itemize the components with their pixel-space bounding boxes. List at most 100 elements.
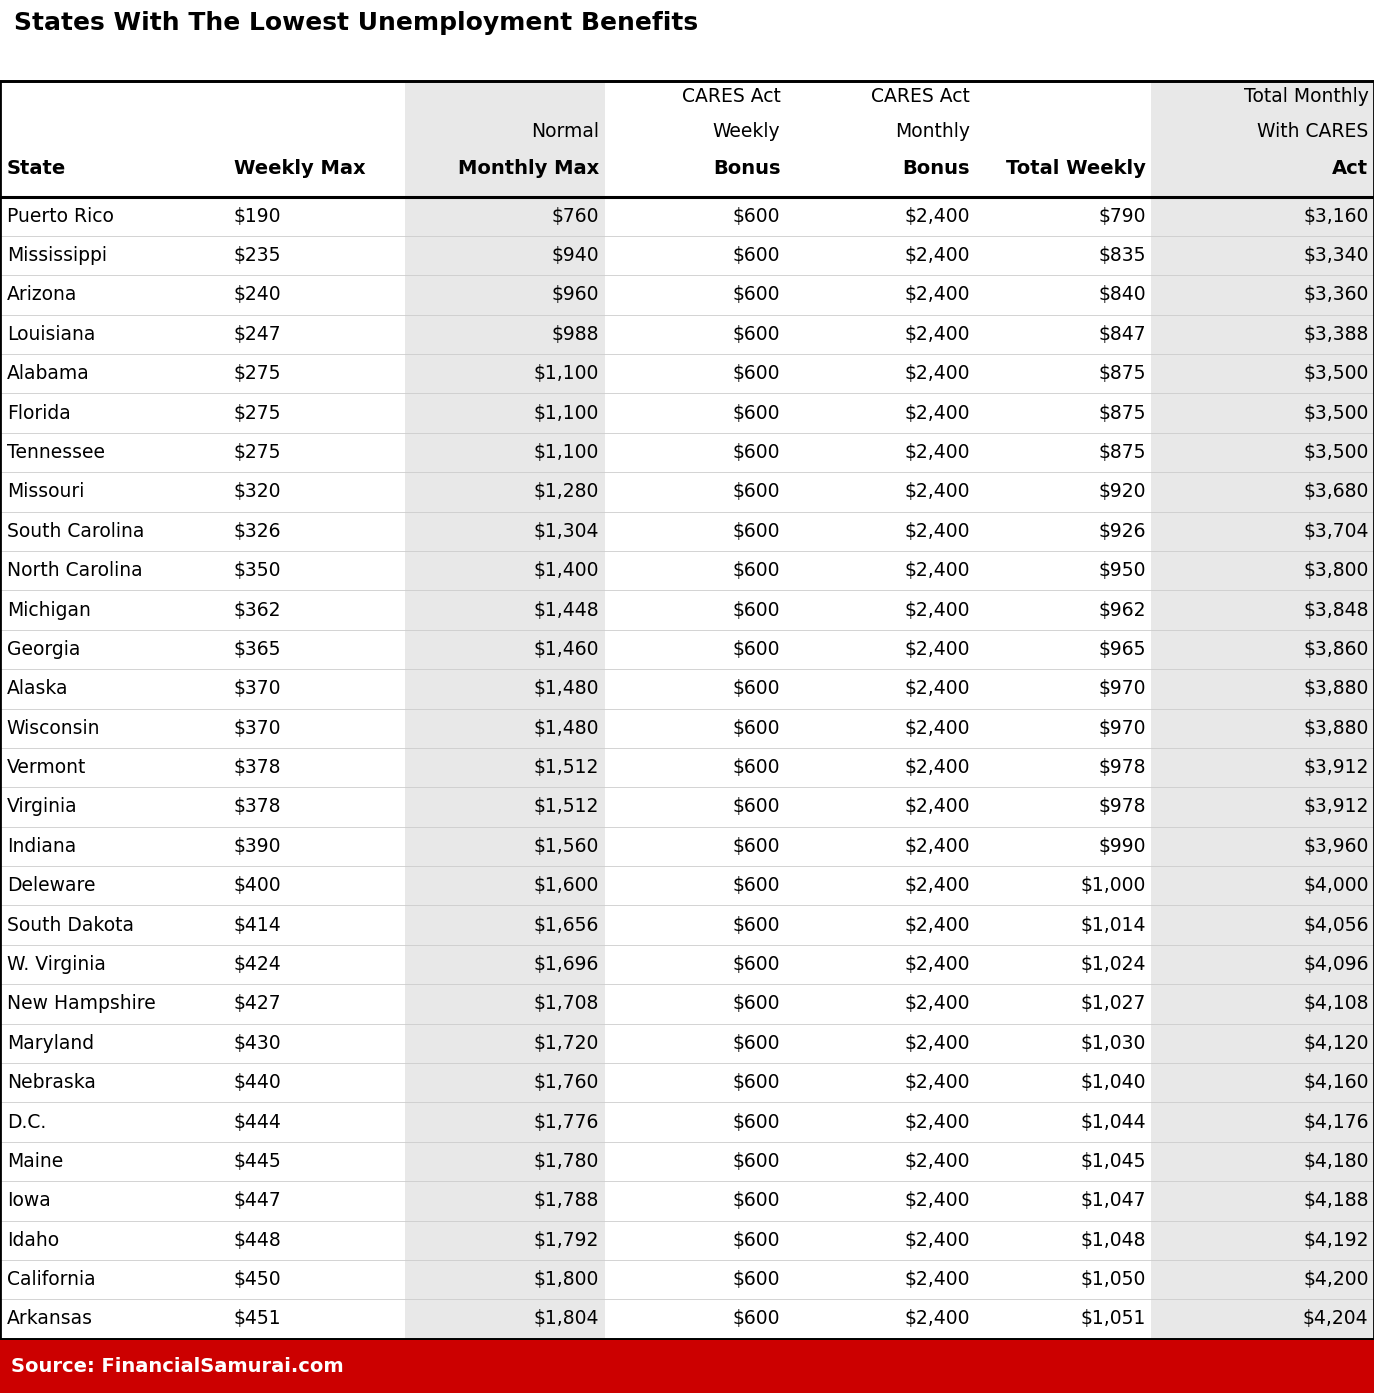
Text: Indiana: Indiana — [7, 837, 76, 855]
Text: $326: $326 — [234, 522, 282, 540]
Text: $350: $350 — [234, 561, 282, 579]
Text: $2,400: $2,400 — [904, 1230, 970, 1250]
Text: $1,045: $1,045 — [1080, 1152, 1146, 1172]
Text: Mississippi: Mississippi — [7, 247, 107, 265]
Text: $600: $600 — [732, 286, 780, 305]
Text: $2,400: $2,400 — [904, 1191, 970, 1211]
Text: $1,708: $1,708 — [533, 995, 599, 1013]
Text: $790: $790 — [1098, 206, 1146, 226]
Text: $2,400: $2,400 — [904, 1034, 970, 1053]
Text: $940: $940 — [551, 247, 599, 265]
Text: $445: $445 — [234, 1152, 282, 1172]
Text: $3,340: $3,340 — [1303, 247, 1369, 265]
Text: $600: $600 — [732, 561, 780, 579]
Text: Total Monthly: Total Monthly — [1243, 86, 1369, 106]
Text: $1,047: $1,047 — [1080, 1191, 1146, 1211]
Text: $2,400: $2,400 — [904, 1073, 970, 1092]
Text: $2,400: $2,400 — [904, 837, 970, 855]
Text: $920: $920 — [1098, 482, 1146, 501]
Text: Weekly: Weekly — [713, 123, 780, 142]
Text: $2,400: $2,400 — [904, 639, 970, 659]
Text: Vermont: Vermont — [7, 758, 87, 777]
Text: $1,656: $1,656 — [533, 915, 599, 935]
Text: California: California — [7, 1270, 96, 1289]
Text: $4,204: $4,204 — [1303, 1309, 1369, 1329]
Text: $440: $440 — [234, 1073, 282, 1092]
Text: $3,880: $3,880 — [1303, 719, 1369, 738]
Text: $448: $448 — [234, 1230, 282, 1250]
Text: $1,600: $1,600 — [533, 876, 599, 896]
Text: Nebraska: Nebraska — [7, 1073, 96, 1092]
Text: $3,880: $3,880 — [1303, 680, 1369, 698]
Text: $600: $600 — [732, 522, 780, 540]
Text: $875: $875 — [1098, 404, 1146, 422]
Text: $2,400: $2,400 — [904, 561, 970, 579]
Text: $1,027: $1,027 — [1080, 995, 1146, 1013]
Text: $2,400: $2,400 — [904, 443, 970, 462]
Text: $600: $600 — [732, 876, 780, 896]
Text: $600: $600 — [732, 1270, 780, 1289]
Text: $3,848: $3,848 — [1303, 600, 1369, 620]
Text: $4,188: $4,188 — [1303, 1191, 1369, 1211]
Text: $600: $600 — [732, 995, 780, 1013]
Text: Bonus: Bonus — [903, 159, 970, 178]
Text: $3,704: $3,704 — [1303, 522, 1369, 540]
Text: $970: $970 — [1098, 719, 1146, 738]
Text: $2,400: $2,400 — [904, 995, 970, 1013]
Text: $600: $600 — [732, 482, 780, 501]
Text: $926: $926 — [1098, 522, 1146, 540]
Text: $378: $378 — [234, 758, 282, 777]
Text: $378: $378 — [234, 797, 282, 816]
Text: $600: $600 — [732, 443, 780, 462]
Text: $1,014: $1,014 — [1080, 915, 1146, 935]
Text: $2,400: $2,400 — [904, 600, 970, 620]
Text: $600: $600 — [732, 1034, 780, 1053]
Text: $3,912: $3,912 — [1303, 797, 1369, 816]
Text: $447: $447 — [234, 1191, 282, 1211]
Text: $1,780: $1,780 — [533, 1152, 599, 1172]
Text: Total Weekly: Total Weekly — [1006, 159, 1146, 178]
Text: $1,800: $1,800 — [533, 1270, 599, 1289]
Text: $1,100: $1,100 — [533, 443, 599, 462]
Text: $1,792: $1,792 — [533, 1230, 599, 1250]
Text: $760: $760 — [551, 206, 599, 226]
Text: $2,400: $2,400 — [904, 482, 970, 501]
Text: State: State — [7, 159, 66, 178]
Text: $320: $320 — [234, 482, 282, 501]
Text: $600: $600 — [732, 1113, 780, 1131]
Text: $2,400: $2,400 — [904, 1113, 970, 1131]
Text: $1,400: $1,400 — [533, 561, 599, 579]
Text: $970: $970 — [1098, 680, 1146, 698]
Text: $4,176: $4,176 — [1303, 1113, 1369, 1131]
Text: $600: $600 — [732, 639, 780, 659]
Text: $600: $600 — [732, 797, 780, 816]
Text: Arkansas: Arkansas — [7, 1309, 93, 1329]
Text: Georgia: Georgia — [7, 639, 80, 659]
Text: $4,180: $4,180 — [1303, 1152, 1369, 1172]
Text: W. Virginia: W. Virginia — [7, 956, 106, 974]
Text: $600: $600 — [732, 247, 780, 265]
Text: CARES Act: CARES Act — [871, 86, 970, 106]
Text: $978: $978 — [1098, 758, 1146, 777]
Bar — [1151, 81, 1374, 1339]
Text: Weekly Max: Weekly Max — [234, 159, 365, 178]
Text: $2,400: $2,400 — [904, 404, 970, 422]
Text: $3,500: $3,500 — [1303, 364, 1369, 383]
Text: Act: Act — [1333, 159, 1369, 178]
Text: $1,804: $1,804 — [533, 1309, 599, 1329]
Text: New Hampshire: New Hampshire — [7, 995, 155, 1013]
Text: $600: $600 — [732, 1230, 780, 1250]
Text: $365: $365 — [234, 639, 282, 659]
Text: $840: $840 — [1098, 286, 1146, 305]
Text: $600: $600 — [732, 600, 780, 620]
Text: $1,512: $1,512 — [533, 797, 599, 816]
Text: $950: $950 — [1098, 561, 1146, 579]
Text: $4,120: $4,120 — [1303, 1034, 1369, 1053]
Text: Maryland: Maryland — [7, 1034, 93, 1053]
Text: $2,400: $2,400 — [904, 1152, 970, 1172]
Text: $451: $451 — [234, 1309, 282, 1329]
Text: $600: $600 — [732, 719, 780, 738]
Text: $600: $600 — [732, 680, 780, 698]
Text: With CARES: With CARES — [1257, 123, 1369, 142]
Text: $2,400: $2,400 — [904, 325, 970, 344]
